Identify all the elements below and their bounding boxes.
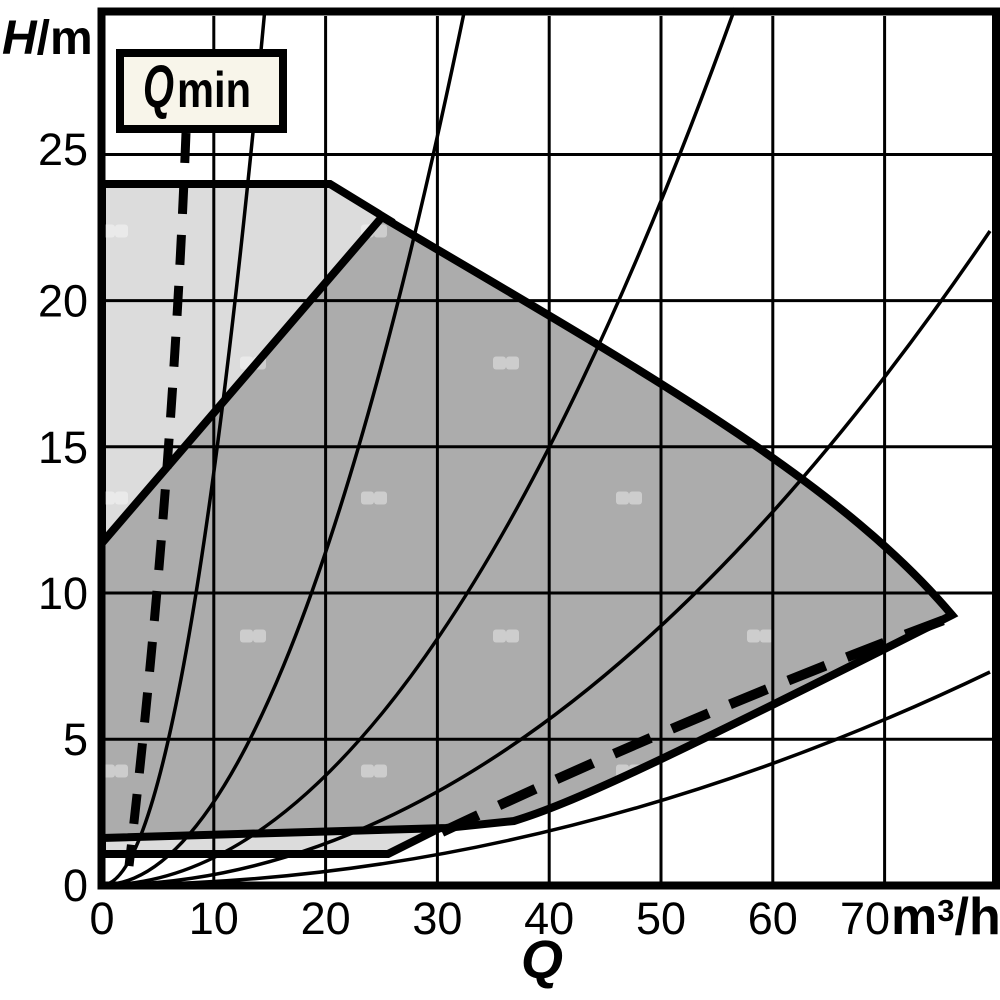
svg-text:15: 15 [38, 422, 88, 473]
svg-text:25: 25 [38, 124, 88, 175]
svg-text:10: 10 [189, 893, 239, 944]
svg-text:H/m: H/m [2, 12, 93, 65]
svg-text:20: 20 [301, 893, 351, 944]
svg-text:m3/h: m3/h [891, 888, 1000, 946]
svg-text:40: 40 [524, 893, 574, 944]
svg-text:10: 10 [38, 568, 88, 619]
svg-text:Q: Q [143, 53, 174, 120]
svg-text:0: 0 [63, 860, 88, 911]
svg-text:Q: Q [521, 930, 563, 990]
svg-text:5: 5 [63, 714, 88, 765]
svg-text:70: 70 [840, 893, 890, 944]
svg-text:0: 0 [89, 893, 114, 944]
svg-text:50: 50 [636, 893, 686, 944]
svg-text:30: 30 [412, 893, 462, 944]
svg-text:20: 20 [38, 276, 88, 327]
svg-text:min: min [177, 62, 251, 118]
svg-text:60: 60 [748, 893, 798, 944]
